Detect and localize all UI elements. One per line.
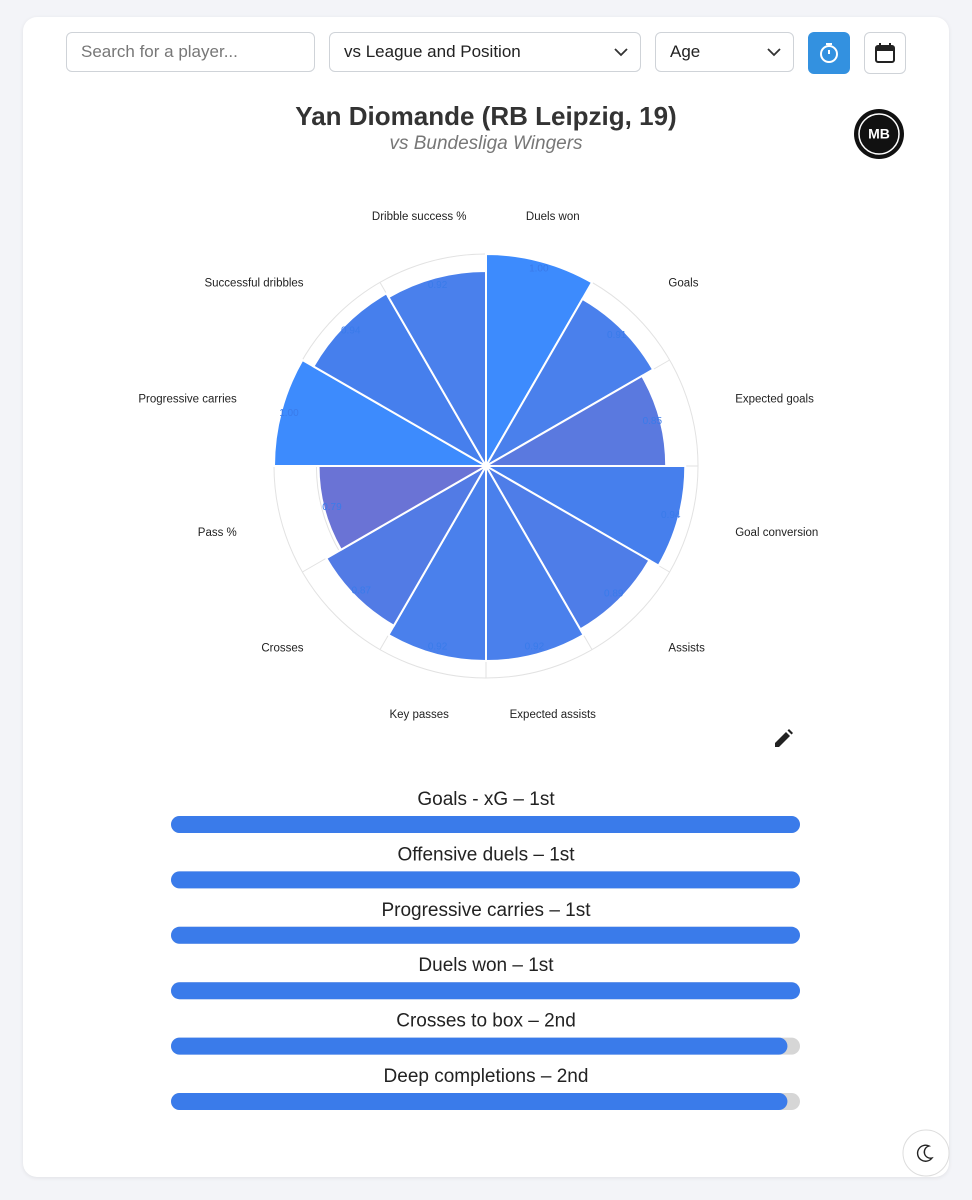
edit-button[interactable] [775, 729, 793, 747]
theme-button[interactable] [902, 1129, 950, 1177]
rank-label: Duels won – 1st [418, 955, 554, 976]
category-label: Goals [668, 278, 698, 290]
value-label: 0.94 [661, 510, 681, 521]
wedge [482, 465, 687, 568]
logo [854, 109, 904, 159]
timer-button[interactable] [808, 32, 850, 74]
wedge [317, 465, 490, 552]
category-label: Progressive carries [138, 393, 237, 405]
wedge [387, 462, 487, 663]
chevron [614, 48, 628, 57]
rank-label: Offensive duels – 1st [397, 844, 575, 865]
category-label: Assists [668, 642, 705, 654]
comparison-value: vs League and Position [344, 42, 521, 61]
timer-icon [820, 43, 838, 63]
rank-bar [171, 1093, 788, 1110]
value-label: 0.79 [322, 502, 342, 513]
value-label: 0.85 [643, 416, 663, 427]
wedge [387, 269, 487, 470]
category-label: Goal conversion [735, 527, 818, 539]
value-label: 0.92 [428, 641, 448, 652]
category-label: Pass % [198, 527, 237, 539]
calendar-icon [875, 43, 895, 63]
value-label: 1.00 [529, 264, 549, 275]
rank-label: Goals - xG – 1st [417, 789, 555, 810]
category-label: Expected goals [735, 393, 814, 405]
category-label: Successful dribbles [204, 278, 303, 290]
logo-ring [858, 113, 900, 155]
wedge [272, 358, 490, 467]
calendar-button[interactable] [864, 32, 906, 74]
wedge [485, 252, 594, 470]
comparison-select[interactable]: vs League and Position [329, 32, 641, 72]
rank-bar [171, 926, 800, 944]
rank-label: Progressive carries – 1st [381, 900, 591, 921]
search-placeholder: Search for a player... [81, 42, 238, 61]
filter-value: Age [670, 42, 701, 61]
value-label: 0.89 [604, 588, 624, 599]
rank-bar [171, 1037, 788, 1055]
wedge [312, 292, 489, 469]
wedge [483, 463, 651, 631]
value-label: 0.92 [525, 641, 545, 652]
rank-bar [171, 982, 800, 1000]
wedge [483, 297, 655, 469]
rank-label: Deep completions – 2nd [384, 1066, 589, 1087]
value-label: 0.94 [341, 325, 361, 336]
value-label: 1.00 [279, 408, 299, 419]
search-input[interactable]: Search for a player... [66, 32, 315, 72]
filter-select[interactable]: Age [655, 32, 794, 72]
value-label: 0.87 [352, 585, 372, 596]
category-label: Dribble success % [372, 211, 467, 223]
category-label: Expected assists [510, 709, 597, 721]
wedge [324, 463, 489, 628]
value-label: 0.92 [428, 280, 448, 291]
category-label: Duels won [526, 211, 580, 223]
rank-label: Crosses to box – 2nd [396, 1011, 576, 1032]
rank-bar [171, 816, 800, 833]
chart-subtitle: vs Bundesliga Wingers [389, 133, 583, 154]
category-label: Key passes [389, 709, 449, 721]
chevron [767, 48, 781, 57]
logo-text: MB [868, 126, 890, 142]
wedge [485, 462, 585, 663]
rank-bar [171, 871, 800, 889]
wedge [482, 374, 668, 467]
chart-title: Yan Diomande (RB Leipzig, 19) [295, 101, 676, 131]
category-label: Crosses [261, 642, 303, 654]
value-label: 0.91 [607, 330, 627, 341]
